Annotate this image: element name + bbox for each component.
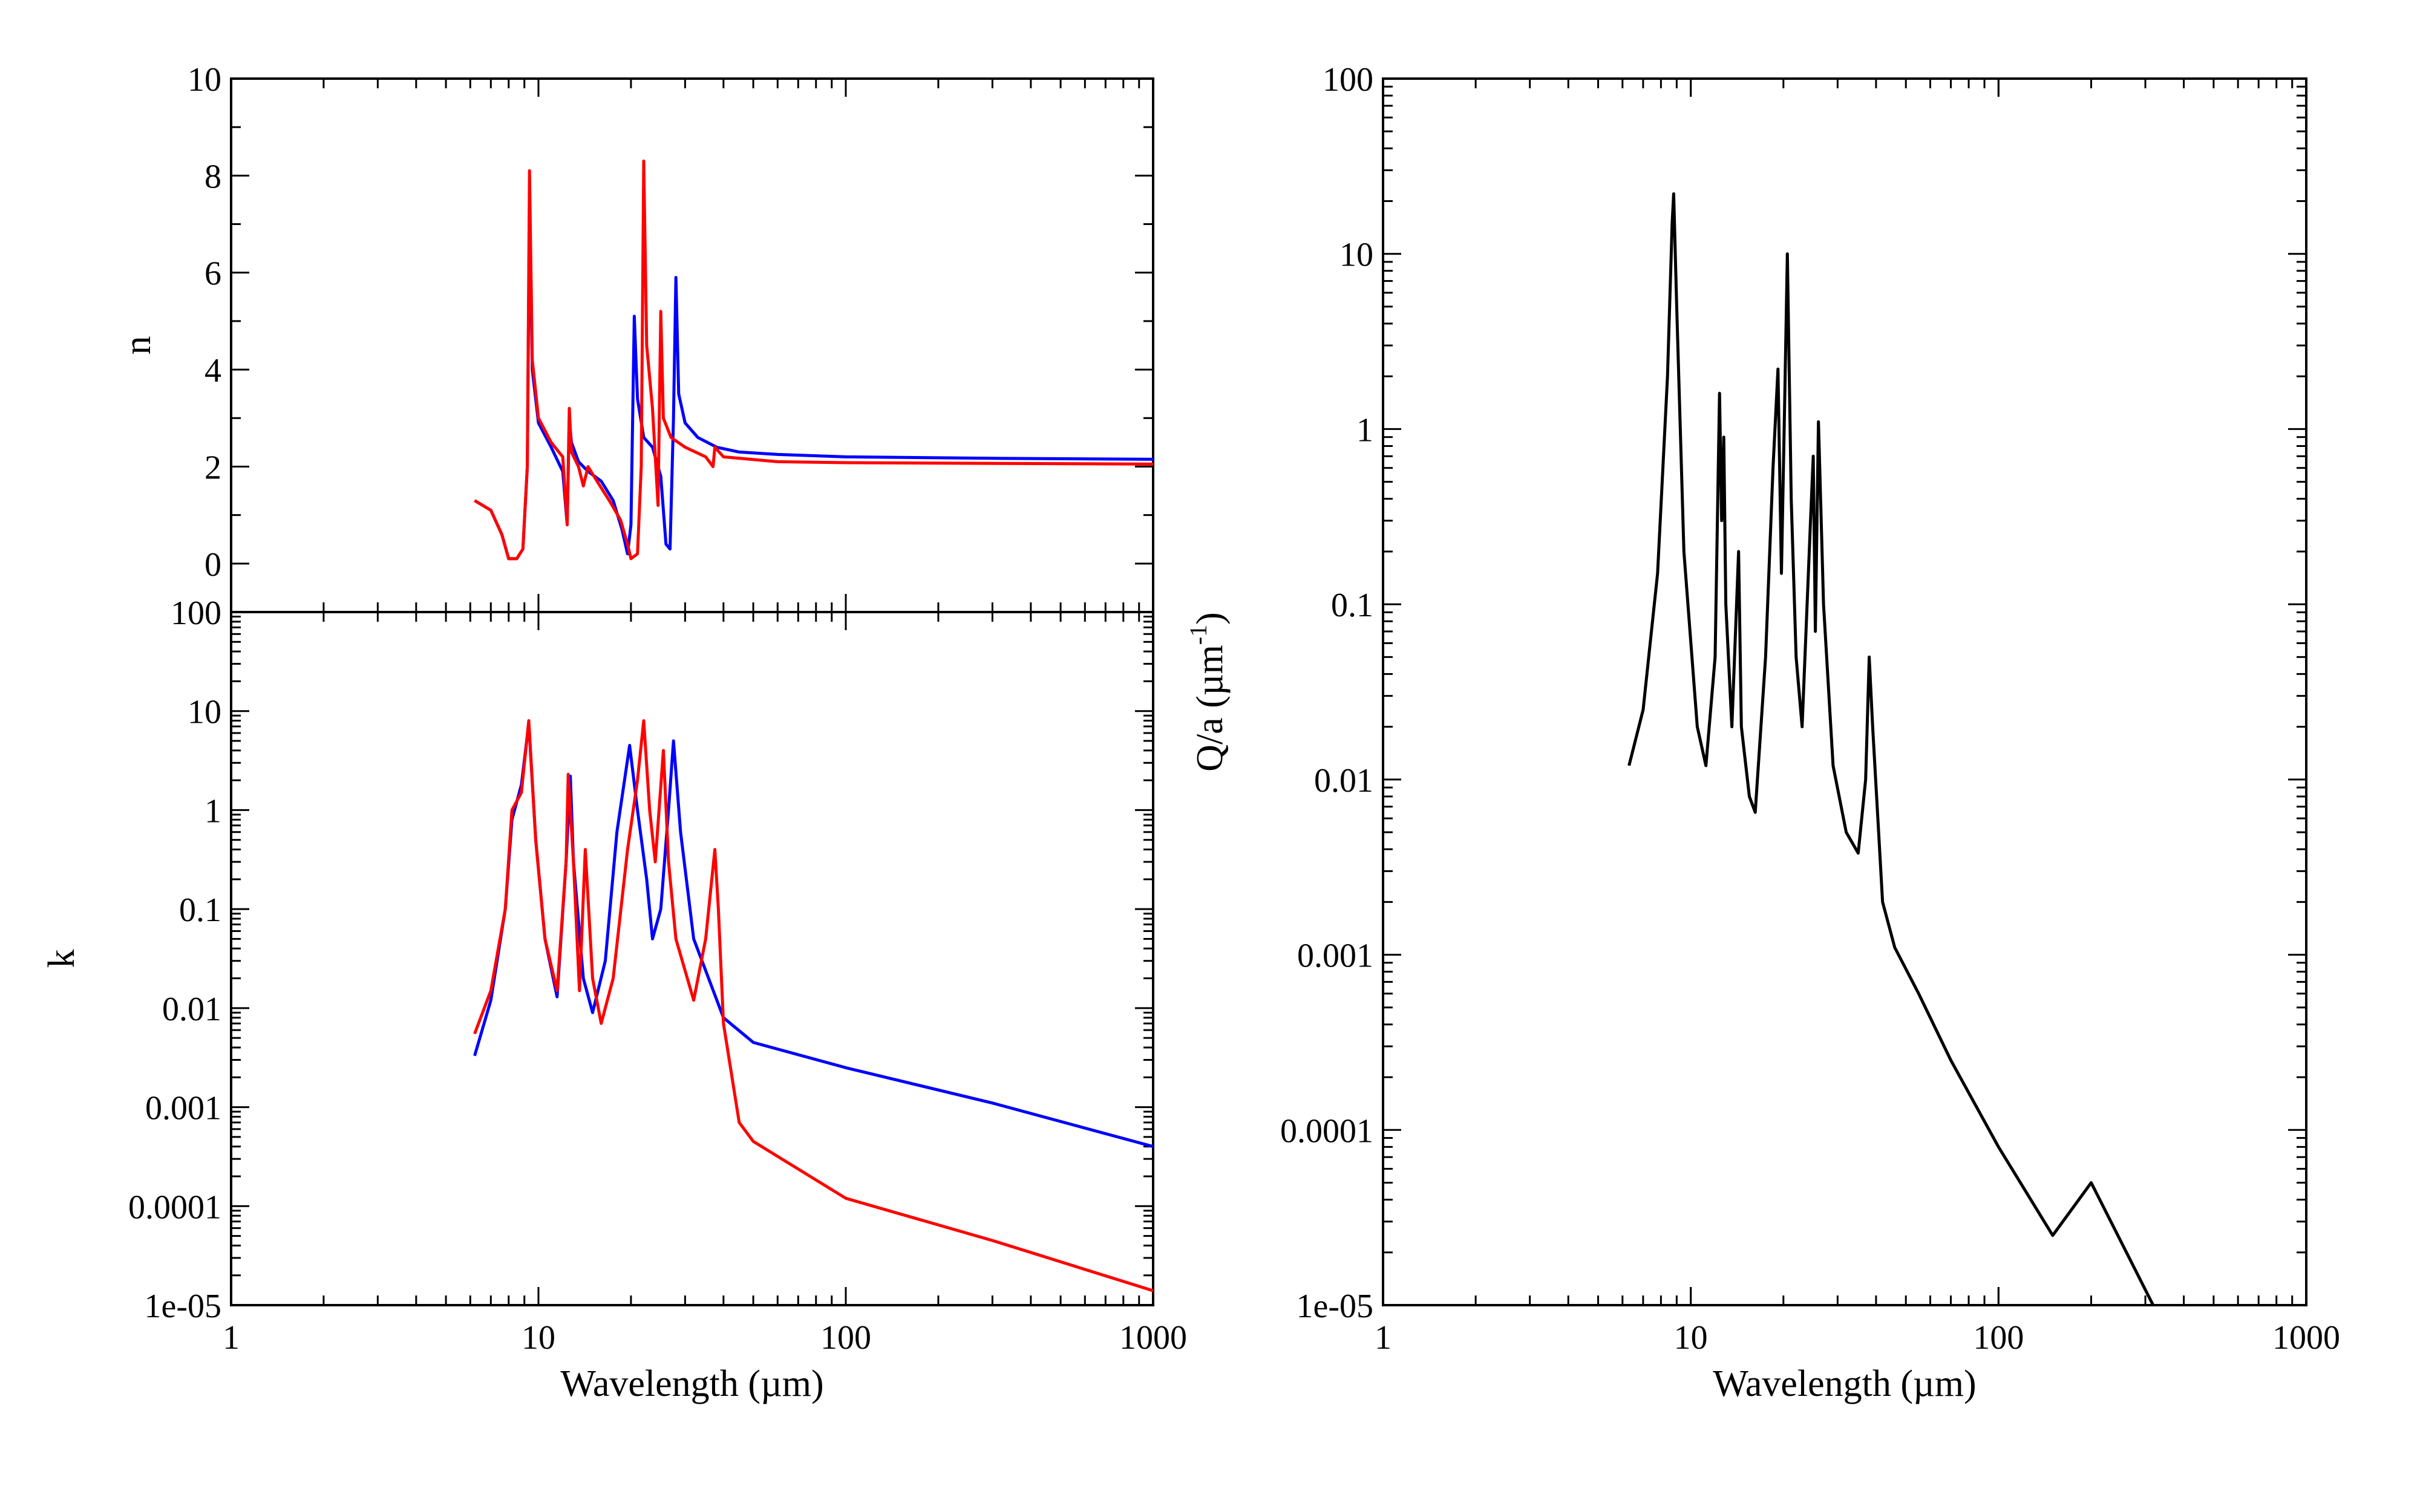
qa-y-tick-label: 0.001 <box>1297 937 1373 975</box>
qa-y-axis-title-end: ) <box>1189 612 1231 625</box>
qa-series-line-0 <box>1627 192 2155 1305</box>
k-x-tick-label: 10 <box>522 1319 555 1357</box>
k-y-axis-title-main: k <box>41 950 82 968</box>
k-y-tick-label: 0.1 <box>179 891 221 929</box>
k-plot-frame <box>230 611 1154 1306</box>
qa-y-tick-label: 10 <box>1339 236 1373 274</box>
n-y-tick-label: 6 <box>204 255 221 293</box>
n-y-axis-title: n <box>117 336 159 355</box>
n-plot-frame <box>230 77 1154 613</box>
k-y-tick-label: 100 <box>171 595 221 632</box>
qa-y-tick-label: 100 <box>1323 61 1373 99</box>
k-x-tick-label: 100 <box>820 1319 871 1357</box>
qa-y-axis-title-sup: -1 <box>1185 625 1212 645</box>
qa-y-tick-label: 0.1 <box>1331 587 1373 624</box>
k-y-axis-title: k <box>41 950 82 968</box>
n-series-line-0 <box>474 198 1153 561</box>
qa-x-tick-label: 10 <box>1674 1319 1708 1357</box>
n-y-tick-label: 2 <box>204 449 221 486</box>
qa-y-axis-title: Q/a (µm-1) <box>1185 612 1231 772</box>
qa-x-axis-title: Wavelength (µm) <box>1713 1363 1976 1404</box>
n-y-tick-label: 0 <box>204 546 221 584</box>
panel-qa-plot: 1 10 100 1000 1e-05 0.0001 0.001 0.01 0.1 1 10 100 W… <box>1185 61 2340 1404</box>
qa-y-axis-title-main: Q/a (µm <box>1189 645 1231 772</box>
qa-x-tick-label: 100 <box>1973 1319 2024 1357</box>
panel-k-plot: 1 10 100 1000 1e-05 0.0001 0.001 0.01 0.1 1 10 100 W… <box>41 595 1187 1404</box>
k-series-line-1 <box>473 719 1153 1292</box>
qa-plot-frame <box>1382 77 2307 1306</box>
n-series-line-1 <box>474 159 1153 561</box>
k-y-tick-label: 10 <box>188 694 221 731</box>
k-x-tick-label: 1 <box>223 1319 240 1357</box>
k-x-tick-label: 1000 <box>1119 1319 1187 1357</box>
k-y-tick-label: 1e-05 <box>144 1288 221 1325</box>
qa-x-tick-label: 1000 <box>2272 1319 2340 1357</box>
n-y-tick-label: 8 <box>204 158 221 195</box>
n-y-tick-label: 4 <box>204 352 221 389</box>
k-y-tick-label: 0.0001 <box>128 1188 221 1226</box>
k-y-tick-label: 0.01 <box>162 991 221 1028</box>
qa-y-tick-label: 0.0001 <box>1280 1112 1373 1150</box>
k-y-tick-label: 1 <box>204 792 221 830</box>
n-y-tick-label: 10 <box>188 61 221 99</box>
qa-y-tick-label: 1 <box>1356 411 1373 449</box>
k-y-tick-label: 0.001 <box>145 1090 221 1127</box>
k-x-axis-title: Wavelength (µm) <box>560 1363 823 1404</box>
n-y-axis-title-main: n <box>117 336 159 355</box>
panel-n-plot: 0 2 4 6 8 10 n <box>117 61 1154 613</box>
qa-y-tick-label: 1e-05 <box>1296 1288 1373 1325</box>
qa-x-tick-label: 1 <box>1375 1319 1392 1357</box>
qa-y-tick-label: 0.01 <box>1314 762 1373 800</box>
